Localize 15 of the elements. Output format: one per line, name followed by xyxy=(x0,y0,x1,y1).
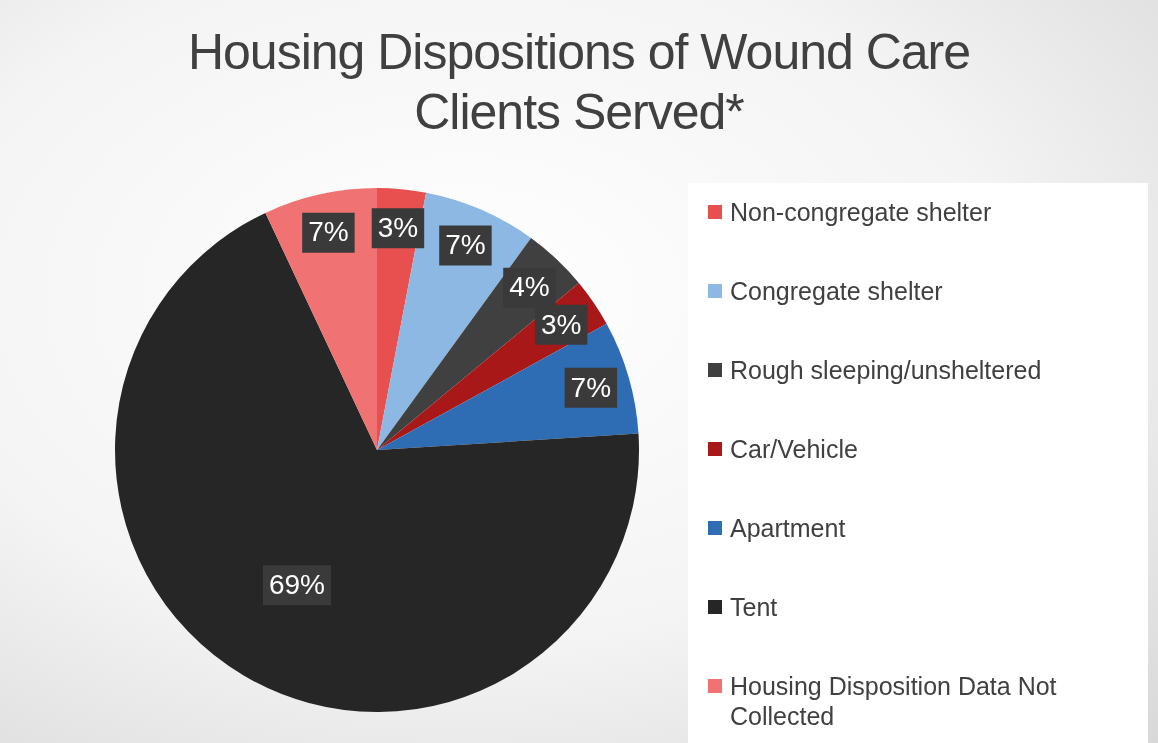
data-label: 7% xyxy=(570,371,612,403)
legend-label: Rough sleeping/unsheltered xyxy=(730,355,1042,385)
legend-label: Housing Disposition Data Not Collected xyxy=(730,671,1058,731)
data-label: 69% xyxy=(268,569,325,601)
data-label: 3% xyxy=(377,212,419,244)
legend-label: Non-congregate shelter xyxy=(730,197,992,227)
chart-title: Housing Dispositions of Wound Care Clients Served* xyxy=(186,23,972,142)
legend-label: Car/Vehicle xyxy=(730,434,858,464)
legend-label: Apartment xyxy=(730,513,846,543)
data-label: 4% xyxy=(509,271,550,303)
data-label: 7% xyxy=(308,216,349,248)
legend-label: Congregate shelter xyxy=(730,276,943,306)
legend-label: Tent xyxy=(730,592,778,622)
data-label: 7% xyxy=(445,229,486,261)
data-label: 3% xyxy=(540,308,582,340)
